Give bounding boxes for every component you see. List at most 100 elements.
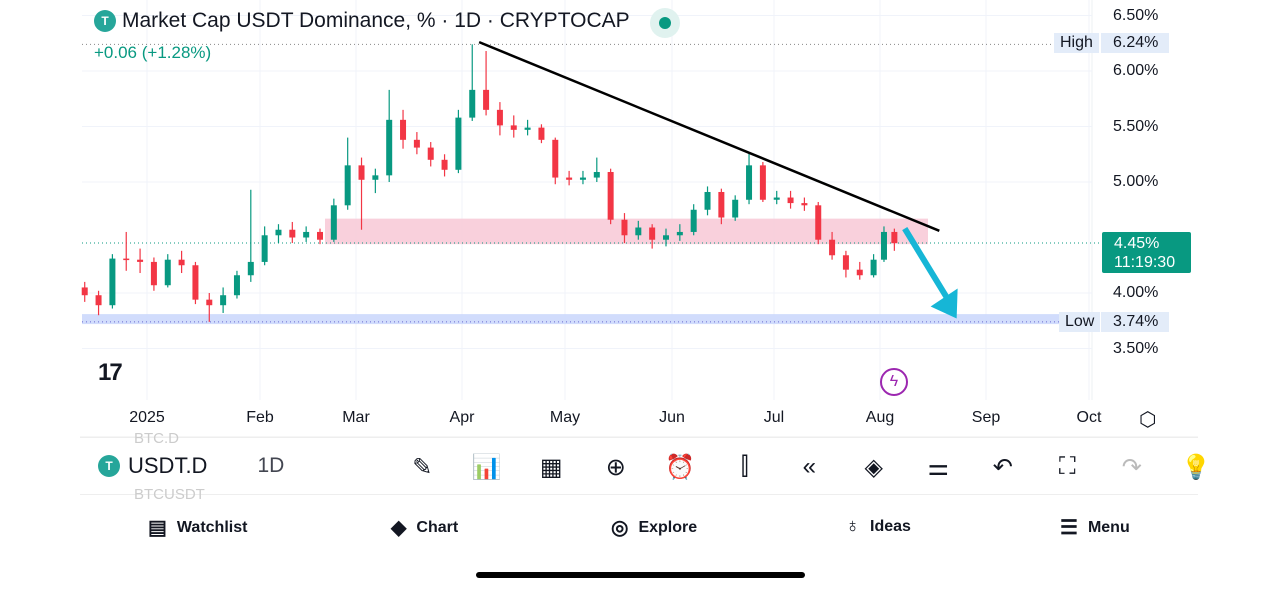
symbol-selector[interactable]: T USDT.D (98, 453, 207, 479)
candle-body (801, 203, 808, 206)
candle-body (469, 89, 476, 118)
bar-countdown: 11:19:30 (1114, 254, 1176, 271)
candle-body (829, 239, 836, 256)
candle-body (552, 139, 559, 178)
lightbulb-icon: ♁ (845, 515, 860, 537)
event-flash-icon[interactable]: ϟ (880, 368, 908, 396)
settings-sliders-icon[interactable]: ⚌ (927, 453, 949, 481)
chart-settings-icon[interactable]: ⬡ (1139, 409, 1157, 431)
price-change: +0.06 (+1.28%) (94, 43, 212, 62)
timeframe-selector[interactable]: 1D (257, 454, 285, 477)
candle-body (746, 165, 753, 200)
layers-icon[interactable]: ◈ (864, 453, 883, 481)
candle-body (261, 235, 268, 262)
candle-body (137, 259, 144, 262)
add-icon[interactable]: ⊕ (605, 453, 626, 481)
drawing-tools-icon[interactable]: ✎ (412, 453, 433, 481)
candle-body (496, 109, 503, 126)
forecast-arrow-shaft (902, 227, 952, 303)
nav-explore[interactable]: ◎ Explore (611, 515, 697, 540)
candle-body (344, 165, 351, 206)
candle-body (566, 177, 573, 180)
nav-label: Ideas (870, 517, 911, 535)
compass-icon: ◎ (611, 517, 629, 539)
candle-body (275, 229, 282, 236)
candle-body (856, 269, 863, 276)
trendline (478, 40, 940, 232)
replay-icon[interactable]: « (802, 453, 816, 480)
tether-logo-icon: T (94, 10, 116, 32)
price-tick: 5.00% (1113, 173, 1159, 190)
time-label: Apr (449, 409, 475, 426)
candle-body (109, 258, 116, 306)
nav-label: Explore (638, 518, 698, 536)
candle-body (247, 261, 254, 276)
ghost-symbol: BTC.D (134, 430, 179, 447)
price-tick: 6.00% (1113, 62, 1159, 79)
high-label: High (1054, 33, 1099, 53)
candle-body (593, 172, 600, 178)
candle-type-icon[interactable]: ⫿ (740, 453, 749, 480)
candle-body (663, 235, 669, 240)
candle-body (220, 295, 227, 306)
fullscreen-icon[interactable]: ⛶ (1058, 453, 1076, 480)
candle-body (233, 275, 240, 296)
candle-body (759, 165, 766, 200)
forecast-arrow-head (930, 288, 958, 319)
time-label: Feb (246, 409, 274, 426)
support-zone (82, 314, 1060, 325)
candle-body (635, 227, 642, 236)
nav-watchlist[interactable]: ▤ Watchlist (148, 515, 247, 540)
candle-body (538, 127, 545, 140)
candle-body (787, 197, 794, 204)
candle-body (842, 255, 849, 270)
nav-label: Menu (1087, 518, 1130, 536)
ideas-bulb-icon[interactable]: 💡 (1181, 453, 1212, 481)
market-open-indicator-icon (650, 8, 680, 38)
candle-body (413, 139, 420, 148)
ghost-symbol: BTCUSDT (134, 486, 205, 503)
high-value: 6.24% (1101, 33, 1169, 53)
nav-label: Chart (416, 518, 459, 536)
nav-menu[interactable]: ☰ Menu (1060, 515, 1130, 540)
time-label: May (549, 409, 581, 426)
candle-body (690, 209, 697, 232)
watchlist-icon: ▤ (148, 517, 167, 539)
nav-chart[interactable]: ◆ Chart (391, 515, 458, 540)
time-label: 2025 (129, 409, 165, 426)
candle-body (150, 261, 157, 286)
candle-body (870, 259, 877, 276)
time-label: Sep (971, 409, 1001, 426)
candle-body (621, 219, 628, 236)
chart-icon: ◆ (391, 517, 407, 539)
redo-icon[interactable]: ↷ (1121, 453, 1142, 481)
indicators-icon[interactable]: 📊 (471, 453, 502, 481)
time-label: Aug (865, 409, 895, 426)
candle-body (358, 165, 365, 180)
candle-body (815, 205, 822, 240)
price-chart[interactable] (0, 0, 1280, 437)
candle-body (718, 191, 725, 218)
candle-body (206, 299, 213, 306)
price-tick: 3.50% (1113, 340, 1159, 357)
layouts-icon[interactable]: ▦ (539, 453, 563, 481)
price-tick: 4.00% (1113, 284, 1159, 301)
undo-icon[interactable]: ↶ (992, 453, 1013, 481)
menu-icon: ☰ (1060, 517, 1078, 539)
time-label: Jun (659, 409, 685, 426)
candle-body (579, 177, 586, 180)
candle-body (178, 259, 185, 266)
candle-body (676, 231, 683, 236)
time-label: Mar (342, 409, 370, 426)
candle-body (441, 159, 448, 170)
low-value: 3.74% (1101, 312, 1169, 332)
alert-clock-icon[interactable]: ⏰ (665, 453, 696, 481)
candle-body (607, 172, 614, 220)
candle-body (649, 227, 656, 240)
chart-title-text: Market Cap USDT Dominance, % · 1D · CRYP… (122, 9, 630, 32)
time-label: Oct (1076, 409, 1102, 426)
nav-ideas[interactable]: ♁ Ideas (845, 515, 911, 538)
home-indicator[interactable] (476, 572, 805, 578)
candle-body (330, 205, 337, 240)
candle-body (386, 119, 393, 176)
